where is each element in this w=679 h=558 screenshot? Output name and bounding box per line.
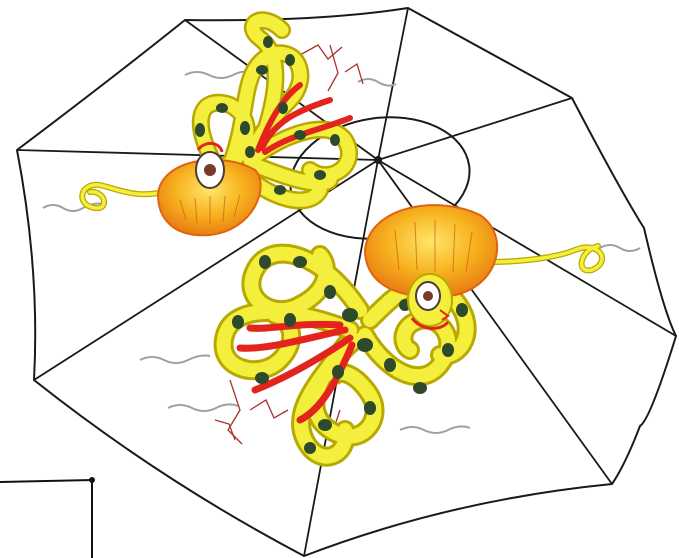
creature-lower-spots bbox=[232, 255, 468, 454]
creature-lower-bell bbox=[363, 204, 499, 330]
corner-bracket bbox=[0, 477, 95, 558]
creature-lower bbox=[139, 204, 641, 467]
creature-lower-tentacles bbox=[213, 243, 477, 467]
creature-upper-roots bbox=[299, 44, 364, 92]
umbrella-canopy-outline bbox=[16, 7, 677, 557]
creature-upper-red-arms bbox=[255, 82, 353, 155]
creature-upper-bell bbox=[156, 142, 262, 237]
creature-upper-spots bbox=[195, 36, 340, 195]
umbrella-hub bbox=[374, 156, 382, 164]
creature-upper bbox=[42, 11, 397, 237]
creature-lower-threads bbox=[139, 244, 641, 434]
